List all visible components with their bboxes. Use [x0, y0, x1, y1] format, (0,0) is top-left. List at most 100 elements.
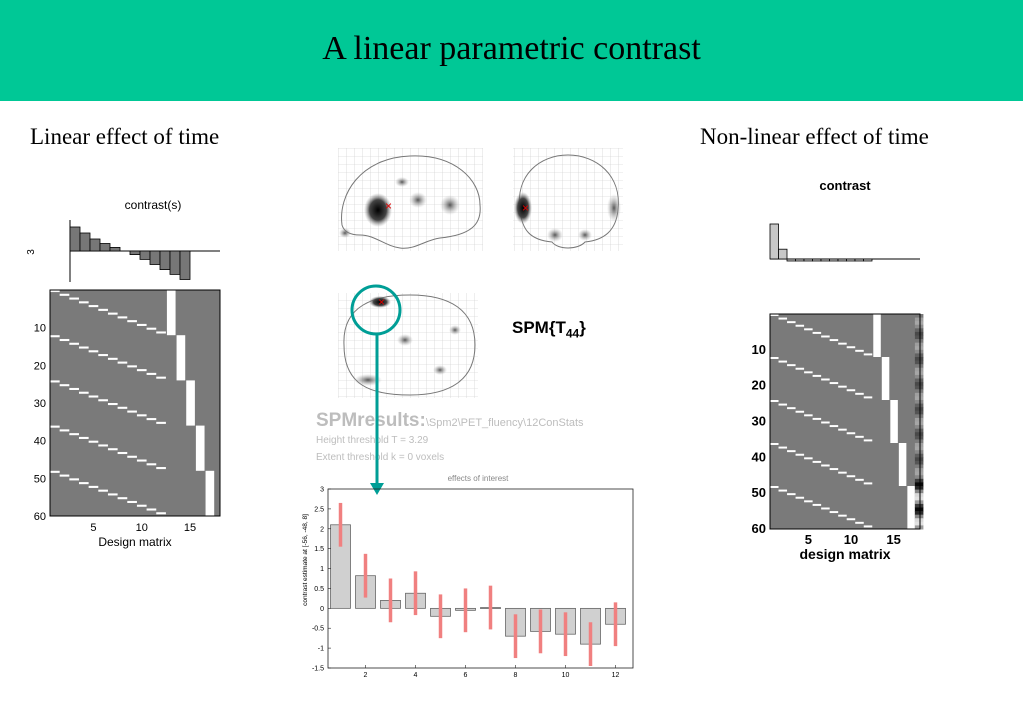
glass-brain-projections: × × × — [338, 148, 623, 398]
condition-regressor-cell — [127, 320, 137, 323]
covariate-cell — [914, 511, 924, 516]
covariate-cell — [914, 425, 924, 430]
condition-regressor-cell — [69, 297, 79, 300]
condition-regressor-cell — [98, 308, 108, 311]
condition-regressor-cell — [804, 328, 813, 331]
matrix-xlabel: design matrix — [799, 546, 890, 562]
condition-regressor-cell — [50, 425, 60, 428]
covariate-cell — [914, 321, 924, 326]
covariate-cell — [914, 453, 924, 458]
left-contrast-bar — [99, 243, 111, 252]
condition-regressor-cell — [50, 380, 60, 383]
covariate-cell — [914, 403, 924, 408]
covariate-cell — [914, 349, 924, 354]
condition-regressor-cell — [770, 357, 779, 359]
svg-text:×: × — [522, 201, 529, 215]
condition-regressor-cell — [812, 460, 822, 463]
condition-regressor-cell — [69, 433, 79, 436]
condition-regressor-cell — [846, 389, 856, 392]
left-panel-label: Linear effect of time — [30, 124, 220, 149]
matrix-col-tick: 10 — [844, 532, 858, 547]
sagittal-view: × — [338, 148, 483, 251]
covariate-cell — [914, 314, 924, 319]
axial-view: × — [338, 293, 478, 398]
y-tick-label: -0.5 — [312, 626, 324, 633]
condition-regressor-cell — [127, 410, 137, 413]
condition-regressor-cell — [821, 378, 830, 381]
subject-regressor-block — [890, 400, 898, 443]
covariate-cell — [914, 507, 924, 512]
condition-regressor-cell — [795, 367, 805, 370]
condition-regressor-cell — [156, 331, 166, 334]
condition-regressor-cell — [829, 425, 839, 428]
left-contrast-bar — [159, 250, 171, 271]
left-contrast-bar — [109, 247, 121, 252]
y-tick-label: -1.5 — [312, 666, 324, 673]
covariate-cell — [914, 464, 924, 469]
matrix-frame — [769, 313, 921, 530]
condition-regressor-cell — [69, 342, 79, 345]
condition-regressor-cell — [136, 504, 147, 507]
covariate-cell — [914, 471, 924, 476]
covariate-cell — [914, 331, 924, 336]
condition-regressor-cell — [812, 331, 822, 334]
left-design-matrix: 10 20 30 40 50 60 5 10 15 Design matrix — [34, 289, 221, 549]
condition-regressor-cell — [88, 305, 99, 308]
covariate-cell — [914, 389, 924, 394]
condition-regressor-cell — [846, 518, 856, 521]
left-contrast-plot: contrast(s) 3 — [26, 198, 220, 282]
condition-regressor-cell — [69, 478, 79, 481]
matrix-col-tick: 5 — [90, 522, 96, 534]
condition-regressor-cell — [127, 365, 137, 368]
highlight-arrow-overlay — [350, 284, 402, 495]
condition-regressor-cell — [838, 428, 847, 431]
subject-regressor-block — [205, 470, 215, 516]
covariate-cell — [914, 324, 924, 329]
covariate-cell — [914, 525, 924, 530]
matrix-row-tick: 30 — [752, 414, 766, 429]
svg-text:×: × — [378, 295, 385, 309]
right-contrast-title: contrast — [819, 178, 871, 193]
x-tick-label: 4 — [414, 672, 418, 679]
chart-frame — [327, 488, 634, 669]
matrix-row-tick: 60 — [752, 521, 766, 536]
matrix-row-tick: 40 — [752, 449, 766, 464]
extent-threshold: Extent threshold k = 0 voxels — [316, 452, 445, 463]
right-contrast-bar — [769, 223, 779, 260]
covariate-cell — [914, 342, 924, 347]
right-contrast-bar — [812, 258, 822, 262]
subject-regressor-block — [166, 290, 176, 336]
condition-regressor-cell — [59, 293, 70, 296]
highlight-circle — [350, 284, 402, 336]
condition-regressor-cell — [146, 327, 157, 330]
covariate-cell — [914, 317, 924, 322]
condition-regressor-cell — [136, 323, 147, 326]
condition-regressor-cell — [98, 444, 108, 447]
condition-regressor-cell — [78, 301, 89, 304]
covariate-cell — [914, 468, 924, 473]
covariate-cell — [914, 360, 924, 365]
condition-regressor-cell — [98, 489, 108, 492]
condition-regressor-cell — [59, 474, 70, 477]
condition-regressor-cell — [778, 446, 788, 449]
covariate-cell — [914, 428, 924, 433]
condition-regressor-cell — [98, 399, 108, 402]
covariate-cell — [914, 328, 924, 333]
covariate-cell — [914, 367, 924, 372]
condition-regressor-cell — [59, 429, 70, 432]
matrix-xlabel: Design matrix — [98, 535, 171, 549]
covariate-cell — [914, 457, 924, 462]
left-contrast-bar — [139, 250, 151, 260]
condition-regressor-cell — [770, 314, 779, 316]
chart-ylabel: contrast estimate at [-56, -48, 8] — [302, 514, 309, 606]
covariate-cell — [914, 353, 924, 358]
condition-regressor-cell — [136, 369, 147, 372]
condition-regressor-cell — [804, 371, 813, 374]
covariate-cell — [914, 460, 924, 465]
y-tick-label: -1 — [318, 646, 324, 653]
left-contrast-bar — [69, 226, 81, 252]
covariate-cell — [914, 489, 924, 494]
matrix-row-tick: 50 — [34, 473, 46, 485]
covariate-cell — [914, 410, 924, 415]
